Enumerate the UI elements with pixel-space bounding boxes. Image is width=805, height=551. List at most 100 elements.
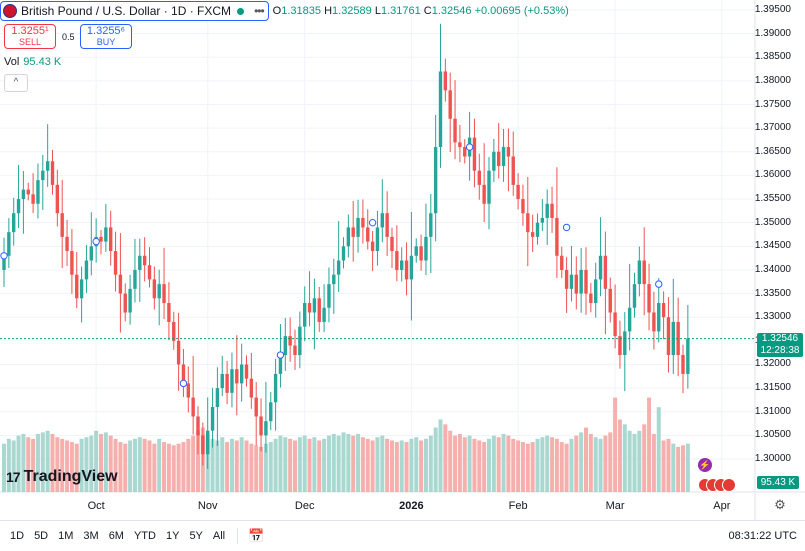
- buy-button[interactable]: 1.3255⁶ BUY: [80, 24, 132, 49]
- volume-bar: [118, 442, 123, 492]
- volume-bar: [132, 438, 137, 492]
- symbol-selector[interactable]: British Pound / U.S. Dollar · 1D · FXCM …: [0, 1, 269, 21]
- candle-body: [618, 336, 622, 356]
- volume-bar: [326, 435, 331, 492]
- range-button-all[interactable]: All: [212, 530, 226, 542]
- candle-body: [414, 246, 418, 256]
- candle-body: [322, 307, 326, 322]
- volume-bar: [666, 438, 671, 492]
- volume-bar: [215, 440, 220, 492]
- close-label: C: [423, 5, 432, 17]
- candle-body: [142, 255, 147, 266]
- volume-bar: [356, 434, 361, 492]
- candle-body: [497, 151, 501, 166]
- volume-bar: [651, 434, 656, 492]
- volume-bar: [661, 440, 666, 492]
- range-button-1y[interactable]: 1Y: [165, 530, 180, 542]
- settings-icon[interactable]: ⚙: [774, 497, 786, 512]
- calendar-icon[interactable]: 📅: [248, 528, 265, 543]
- volume-bar: [467, 435, 472, 492]
- logo-text: TradingView: [23, 468, 118, 485]
- candle-body: [540, 217, 545, 223]
- time-tick-label: Feb: [508, 500, 528, 512]
- economic-events[interactable]: [698, 478, 736, 492]
- volume-bar: [593, 437, 598, 492]
- ohlc-values: O1.31835 H1.32589 L1.31761 C1.32546 +0.0…: [273, 5, 569, 17]
- candle-body: [385, 213, 389, 237]
- range-buttons: 1D 5D 1M 3M 6M YTD 1Y 5Y All: [0, 530, 225, 542]
- volume-bar: [399, 440, 404, 492]
- volume-bar: [491, 435, 496, 492]
- volume-bar: [84, 437, 89, 492]
- price-tick-label: 1.31500: [754, 382, 791, 394]
- candle-body: [550, 203, 554, 218]
- price-tick-label: 1.34500: [754, 240, 791, 252]
- open-value: 1.31835: [281, 5, 321, 17]
- dividend-marker: [465, 143, 474, 151]
- volume-bar: [273, 438, 278, 492]
- candle-body: [627, 307, 632, 332]
- sell-label: SELL: [18, 37, 42, 47]
- volume-bar: [283, 437, 288, 492]
- candle-body: [172, 321, 176, 341]
- volume-bar: [685, 443, 690, 492]
- candle-body: [564, 269, 569, 289]
- candle-body: [666, 317, 671, 356]
- range-button-5y[interactable]: 5Y: [189, 530, 203, 542]
- range-button-3m[interactable]: 3M: [83, 530, 99, 542]
- range-button-5d[interactable]: 5D: [34, 530, 49, 542]
- sell-button[interactable]: 1.3255¹ SELL: [4, 24, 56, 49]
- volume-bar: [244, 440, 249, 492]
- volume-bar: [380, 435, 385, 492]
- volume-bar: [137, 437, 142, 492]
- candle-body: [312, 298, 317, 313]
- more-icon[interactable]: •••: [254, 4, 265, 18]
- volume-bar: [550, 437, 555, 492]
- volume-bar: [79, 438, 84, 492]
- candle-body: [487, 170, 491, 204]
- volume-bar: [487, 438, 491, 492]
- bar-countdown: 12:28:38: [760, 344, 800, 356]
- volume-bar: [312, 437, 317, 492]
- dividend-marker: [179, 379, 188, 388]
- candle-body: [526, 213, 530, 233]
- candle-body: [254, 397, 258, 417]
- volume-bar: [171, 445, 176, 492]
- time-tick-label: Mar: [605, 500, 625, 512]
- volume-bar: [322, 438, 327, 492]
- volume-bar: [370, 440, 375, 492]
- clock-display[interactable]: 08:31:22 UTC: [728, 530, 797, 542]
- volume-bar: [162, 442, 167, 492]
- volume-bar: [448, 430, 453, 492]
- tradingview-logo[interactable]: 17 TradingView: [6, 468, 118, 486]
- candle-body: [210, 407, 215, 431]
- candle-body: [36, 180, 40, 204]
- volume-bar: [584, 427, 588, 492]
- candle-body: [390, 236, 394, 252]
- volume-bar: [142, 438, 147, 492]
- range-button-1m[interactable]: 1M: [58, 530, 74, 542]
- price-tick-label: 1.36000: [754, 169, 791, 181]
- uk-flag-icon: [3, 4, 17, 18]
- lightning-icon[interactable]: ⚡: [698, 458, 712, 472]
- volume-bar: [278, 435, 283, 492]
- candle-body: [472, 137, 477, 171]
- candle-body: [598, 255, 603, 280]
- volume-bar: [69, 442, 74, 492]
- candle-body: [356, 217, 360, 237]
- volume-bar: [331, 434, 336, 492]
- volume-bar: [613, 397, 618, 492]
- volume-bar: [477, 440, 482, 492]
- volume-bar: [108, 435, 113, 492]
- range-button-ytd[interactable]: YTD: [133, 530, 156, 542]
- candle-body: [361, 217, 365, 228]
- candle-body: [433, 147, 438, 214]
- collapse-legend-button[interactable]: ^: [4, 74, 28, 92]
- volume-bar: [569, 438, 574, 492]
- trade-panel: 1.3255¹ SELL 0.5 1.3255⁶ BUY: [4, 24, 132, 49]
- range-button-6m[interactable]: 6M: [108, 530, 124, 542]
- time-tick-label: Apr: [713, 500, 731, 512]
- range-button-1d[interactable]: 1D: [10, 530, 25, 542]
- volume-bar: [220, 437, 225, 492]
